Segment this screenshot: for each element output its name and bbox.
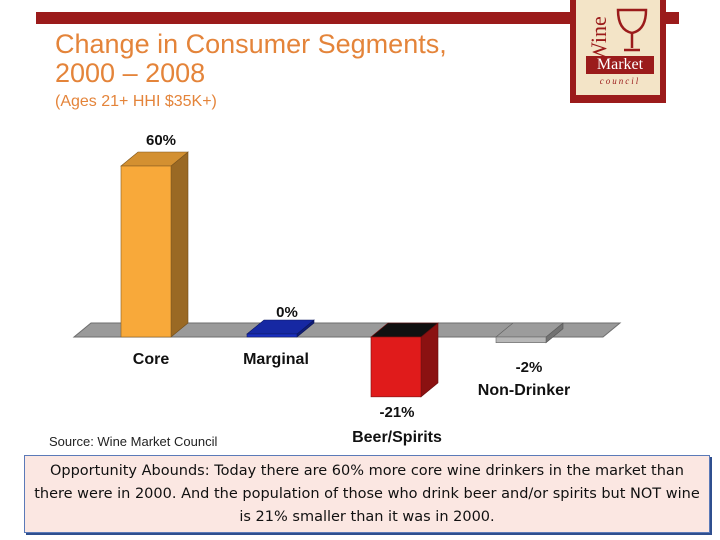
value-label-marginal: 0% — [276, 304, 298, 321]
category-label-marginal: Marginal — [243, 351, 309, 368]
value-label-beer-spirits: -21% — [379, 404, 414, 421]
bar-non-drinker — [495, 336, 547, 343]
category-label-core: Core — [133, 351, 170, 368]
bar-beer-spirits — [370, 336, 422, 398]
category-label-beer-spirits: Beer/Spirits — [352, 429, 442, 446]
page-subtitle: (Ages 21+ HHI $35K+) — [55, 93, 217, 110]
bar-core — [120, 165, 172, 338]
wine-market-council-logo: Wine Market council — [570, 0, 666, 103]
source-note: Source: Wine Market Council — [49, 434, 218, 449]
logo-market-text: Market — [586, 56, 654, 74]
value-label-non-drinker: -2% — [516, 359, 543, 376]
bar-side-core — [170, 151, 189, 338]
wine-glass-icon — [616, 8, 648, 52]
callout-box: Opportunity Abounds: Today there are 60%… — [24, 455, 710, 533]
bar-marginal — [246, 333, 298, 338]
page-title: Change in Consumer Segments, 2000 – 2008 — [55, 29, 447, 88]
logo-background: Wine Market council — [576, 0, 660, 95]
value-label-core: 60% — [146, 132, 176, 149]
category-label-non-drinker: Non-Drinker — [478, 382, 570, 399]
header-bar — [36, 12, 679, 24]
logo-council-text: council — [599, 76, 641, 86]
bar-chart: 60% Core 0% Marginal -2% Non-Drinker -21% Beer/… — [72, 132, 622, 446]
